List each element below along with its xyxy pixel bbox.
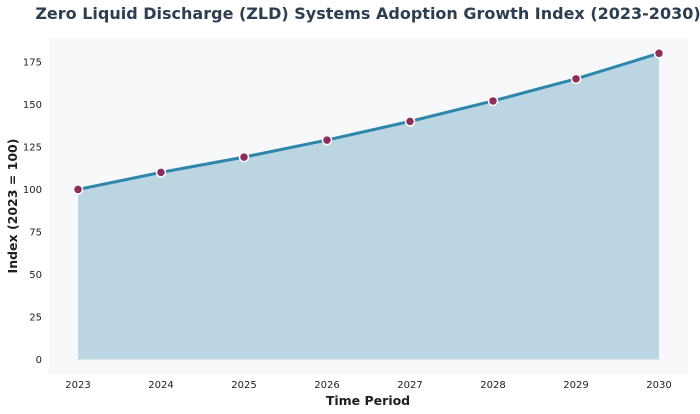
data-point-2024[interactable]	[155, 167, 167, 178]
y-tick-label: 100	[23, 185, 42, 196]
line-layer	[76, 51, 661, 191]
marker-layer	[72, 48, 665, 195]
y-tick-label: 175	[23, 57, 42, 68]
chart-title: Zero Liquid Discharge (ZLD) Systems Adop…	[35, 4, 700, 23]
data-point-2026[interactable]	[321, 134, 333, 146]
area-fill	[78, 53, 659, 360]
x-axis-label: Time Period	[326, 393, 410, 408]
data-point-2029[interactable]	[570, 73, 582, 85]
x-tick-label: 2028	[480, 380, 505, 391]
data-point-2027[interactable]	[404, 116, 416, 127]
y-tick-label: 0	[36, 355, 42, 366]
x-tick-labels: 2023 2024 2025 2026 2027 2028 2029 2030	[65, 380, 671, 391]
x-tick-label: 2023	[65, 380, 90, 391]
x-tick-label: 2024	[148, 380, 173, 391]
data-point-2025[interactable]	[238, 151, 250, 163]
y-tick-label: 125	[23, 142, 42, 153]
x-tick-label: 2029	[563, 380, 588, 391]
data-point-2028[interactable]	[487, 95, 499, 107]
x-tick-label: 2030	[646, 380, 671, 391]
y-tick-label: 75	[29, 227, 42, 238]
y-axis-label: Index (2023 = 100)	[5, 139, 20, 274]
series-line	[76, 51, 661, 191]
y-tick-label: 25	[29, 313, 42, 324]
x-tick-label: 2027	[397, 380, 422, 391]
y-tick-label: 150	[23, 100, 42, 111]
data-point-2030[interactable]	[653, 48, 665, 59]
y-tick-label: 50	[29, 270, 42, 281]
data-point-2023[interactable]	[72, 184, 84, 195]
y-tick-labels: 0 25 50 75 100 125 150 175	[23, 57, 42, 366]
x-tick-label: 2026	[314, 380, 339, 391]
x-tick-label: 2025	[231, 380, 256, 391]
area-layer	[78, 53, 659, 360]
